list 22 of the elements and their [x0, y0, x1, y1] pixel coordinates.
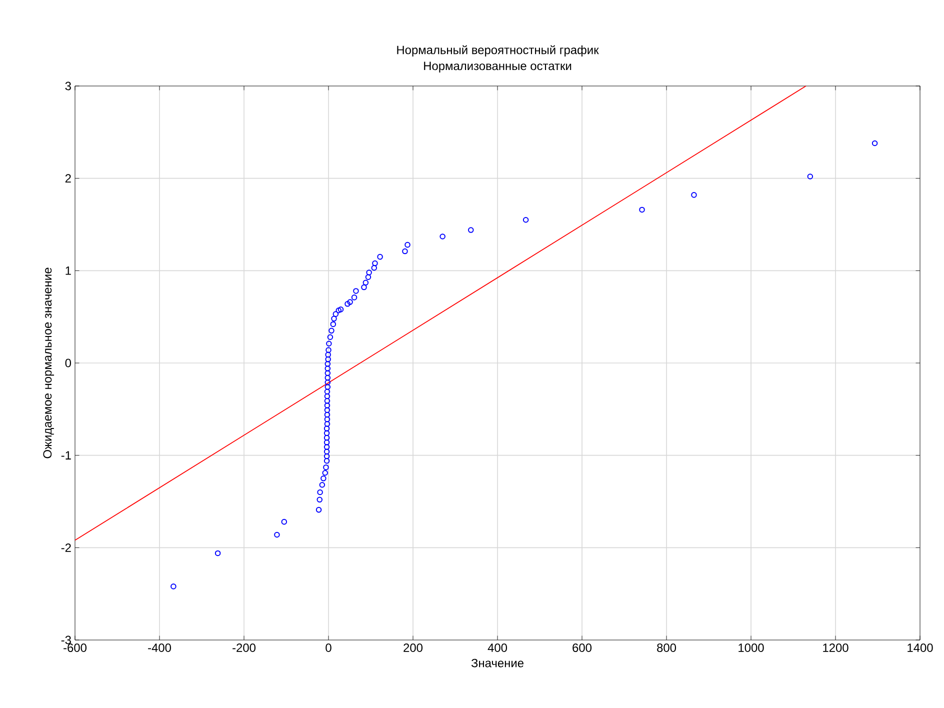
- y-axis-title: Ожидаемое нормальное значение: [43, 268, 54, 458]
- x-tick-label: 400: [488, 644, 508, 652]
- y-tick-label: 3: [65, 82, 71, 90]
- x-tick-label: 1400: [908, 644, 933, 652]
- x-tick-label: 1200: [823, 644, 848, 652]
- chart-subtitle: Нормализованные остатки: [424, 62, 572, 73]
- x-tick-label: 1000: [738, 644, 764, 652]
- x-tick-label: -400: [148, 644, 171, 652]
- x-tick-label: 800: [657, 644, 676, 652]
- y-tick-label: -1: [61, 451, 71, 460]
- y-tick-label: 2: [65, 174, 71, 183]
- y-tick-label: 1: [66, 266, 71, 275]
- y-tick-label: -3: [61, 636, 71, 644]
- x-tick-label: -200: [232, 644, 256, 652]
- x-tick-label: 200: [404, 644, 423, 652]
- y-tick-label: -2: [61, 543, 71, 552]
- y-tick-label: 0: [65, 358, 72, 368]
- x-tick-label: 0: [326, 644, 332, 652]
- x-tick-label: -600: [64, 644, 86, 652]
- chart-title: Нормальный вероятностный график: [397, 45, 599, 57]
- x-tick-label: 600: [572, 644, 592, 652]
- x-axis-title: Значение: [471, 658, 524, 668]
